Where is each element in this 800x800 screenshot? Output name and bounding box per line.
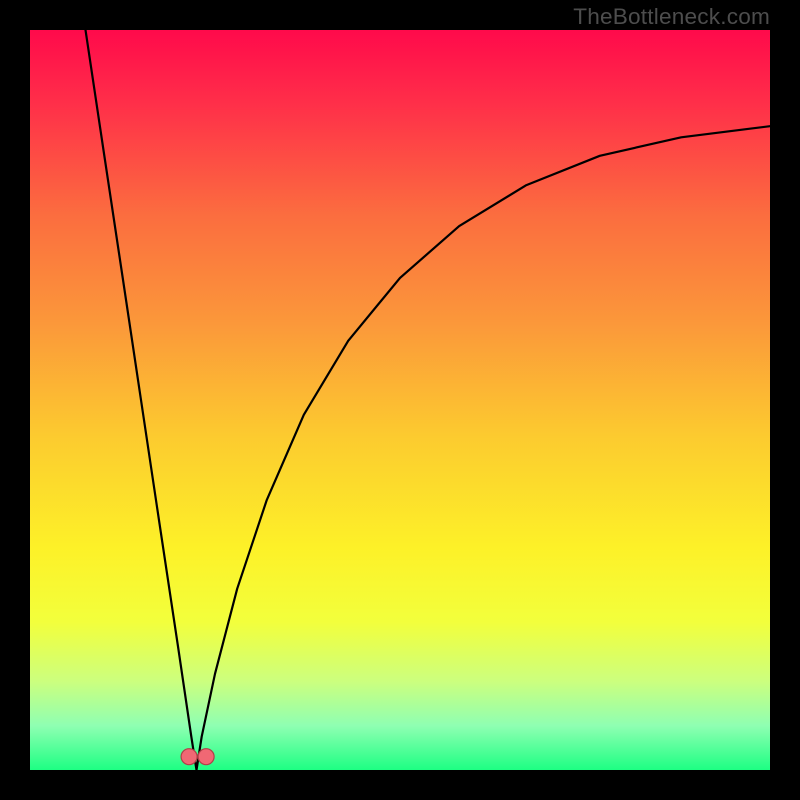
- attribution-label: TheBottleneck.com: [573, 4, 770, 30]
- plot-svg: [30, 30, 770, 770]
- marker-m2: [198, 749, 214, 765]
- marker-m1: [181, 749, 197, 765]
- plot-area: [30, 30, 770, 770]
- chart-frame: TheBottleneck.com: [0, 0, 800, 800]
